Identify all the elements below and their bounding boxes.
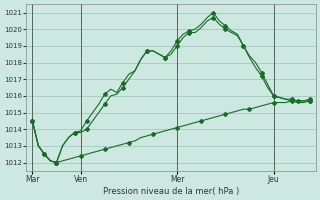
X-axis label: Pression niveau de la mer( hPa ): Pression niveau de la mer( hPa ) xyxy=(103,187,239,196)
